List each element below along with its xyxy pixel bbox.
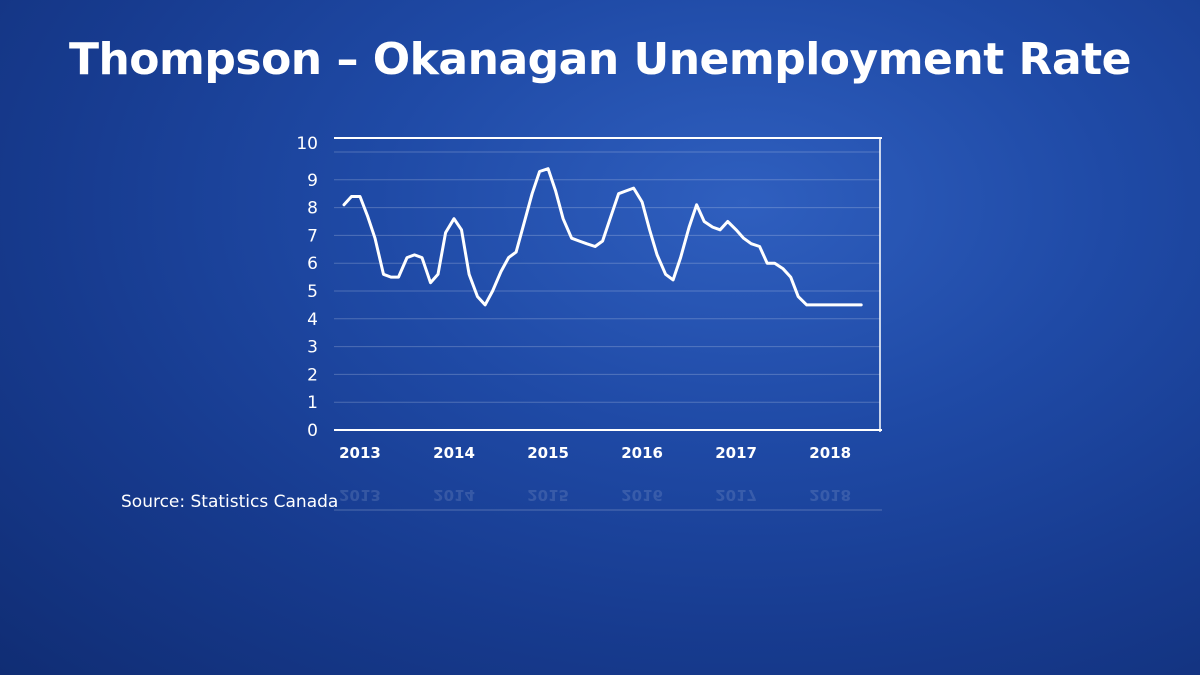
series-lines [342, 167, 863, 307]
x-tick-reflection: 2015 [527, 486, 569, 504]
source-note: Source: Statistics Canada [121, 492, 339, 512]
y-tick-label: 9 [307, 171, 318, 191]
y-tick-label: 10 [296, 134, 318, 154]
x-tick-label: 2017 [715, 444, 757, 462]
y-tick-label: 2 [307, 365, 318, 385]
y-tick-label: 7 [307, 226, 318, 246]
x-tick-label: 2018 [809, 444, 851, 462]
y-tick-label: 5 [307, 282, 318, 302]
y-tick-label: 6 [307, 254, 318, 274]
x-tick-reflection: 2017 [715, 486, 757, 504]
x-tick-reflection: 2016 [621, 486, 663, 504]
y-axis-ticks: 0 1 2 3 4 5 6 7 8 9 10 [296, 134, 318, 441]
y-tick-label: 0 [307, 421, 318, 441]
x-tick-reflection: 2013 [339, 486, 381, 504]
x-tick-label: 2015 [527, 444, 569, 462]
y-tick-label: 4 [307, 310, 318, 330]
x-axis-ticks: 2013 2014 2015 2016 2017 2018 [339, 444, 851, 462]
y-tick-label: 8 [307, 199, 318, 219]
axis-reflection: 2013 2014 2015 2016 2017 2018 [334, 486, 882, 511]
y-tick-label: 3 [307, 338, 318, 358]
series-line [342, 167, 863, 307]
gridlines [334, 137, 882, 432]
x-tick-reflection: 2014 [433, 486, 475, 504]
x-tick-label: 2016 [621, 444, 663, 462]
x-tick-reflection: 2018 [809, 486, 851, 504]
x-tick-label: 2013 [339, 444, 381, 462]
y-tick-label: 1 [307, 393, 318, 413]
x-tick-label: 2014 [433, 444, 475, 462]
chart-title: Thompson – Okanagan Unemployment Rate [68, 34, 1132, 85]
